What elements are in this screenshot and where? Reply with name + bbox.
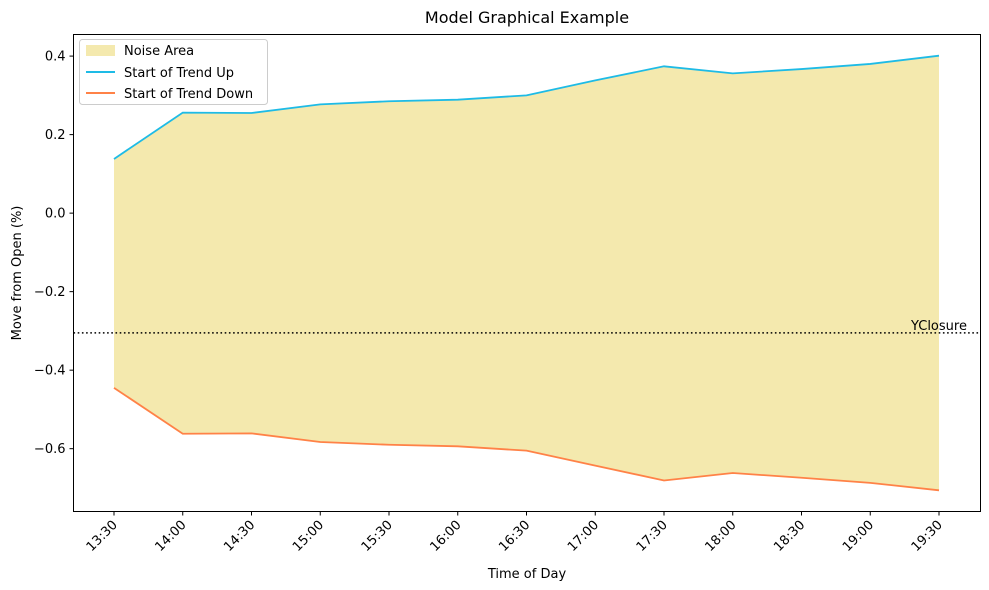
x-tick-label: 15:00 xyxy=(290,518,327,555)
y-axis-label: Move from Open (%) xyxy=(10,206,25,341)
legend-label-trend-down: Start of Trend Down xyxy=(124,87,253,102)
trend-up-line xyxy=(113,54,940,160)
yclosure-label: YClosure xyxy=(910,319,967,334)
x-tick-label: 15:30 xyxy=(359,518,396,555)
legend-label-noise-area: Noise Area xyxy=(124,44,194,59)
x-axis-label: Time of Day xyxy=(487,567,567,582)
x-tick-label: 19:00 xyxy=(840,518,877,555)
x-tick-label: 16:00 xyxy=(427,518,464,555)
x-tick-label: 17:00 xyxy=(565,518,602,555)
x-tick-label: 13:30 xyxy=(84,518,121,555)
plot-area: YClosure xyxy=(73,54,981,492)
x-tick-label: 16:30 xyxy=(496,518,533,555)
trend-down-line xyxy=(113,387,940,492)
x-tick-label: 19:30 xyxy=(909,518,946,555)
x-tick-label: 17:30 xyxy=(634,518,671,555)
x-tick-label: 14:30 xyxy=(221,518,258,555)
y-tick-label: 0.0 xyxy=(45,207,66,222)
legend-frame xyxy=(79,39,268,105)
y-tick-label: −0.4 xyxy=(34,364,66,379)
legend: Noise Area Start of Trend Up Start of Tr… xyxy=(79,39,268,105)
y-tick-label: 0.2 xyxy=(45,128,66,143)
y-tick-label: 0.4 xyxy=(45,50,66,65)
legend-swatch-noise-area xyxy=(86,45,115,56)
chart-title: Model Graphical Example xyxy=(425,8,629,27)
noise-area-fill xyxy=(114,55,939,491)
legend-label-trend-up: Start of Trend Up xyxy=(124,66,234,81)
y-tick-label: −0.2 xyxy=(34,285,66,300)
x-tick-label: 18:30 xyxy=(771,518,808,555)
y-tick-label: −0.6 xyxy=(34,442,66,457)
x-tick-label: 14:00 xyxy=(152,518,189,555)
x-tick-label: 18:00 xyxy=(702,518,739,555)
